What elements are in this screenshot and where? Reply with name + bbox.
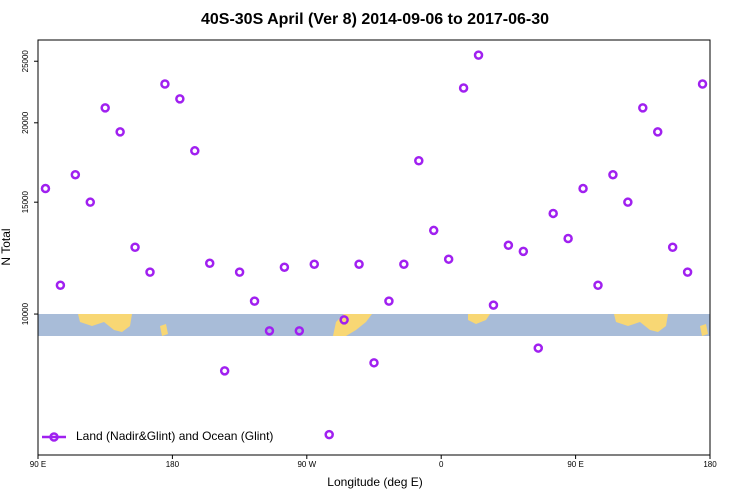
point [85, 197, 96, 207]
x-tick-label: 180 [166, 460, 180, 469]
point [115, 127, 125, 137]
point [414, 156, 424, 166]
x-axis-label: Longitude (deg E) [327, 475, 422, 489]
plot-frame [37, 39, 711, 456]
x-tick-label: 180 [703, 460, 717, 469]
map-strip [38, 314, 710, 336]
point [428, 225, 439, 236]
point [219, 366, 230, 376]
point [697, 79, 708, 89]
point [593, 280, 603, 291]
point [608, 169, 618, 180]
point [503, 240, 514, 251]
point [264, 326, 275, 336]
point [667, 242, 678, 252]
point [324, 429, 334, 440]
point [638, 103, 648, 113]
point [488, 300, 499, 310]
point [563, 233, 573, 244]
point [249, 296, 260, 306]
legend-label: Land (Nadir&Glint) and Ocean (Glint) [76, 429, 273, 443]
x-tick-label: 90 W [297, 460, 316, 469]
point [518, 246, 529, 257]
x-tick-label: 0 [439, 460, 444, 469]
point [384, 296, 394, 306]
point [294, 326, 305, 336]
x-tick-label: 90 E [30, 460, 46, 469]
y-tick-label: 10000 [21, 302, 30, 325]
point [458, 83, 469, 93]
point [548, 208, 558, 219]
y-tick-label: 25000 [21, 50, 30, 73]
point [443, 254, 454, 264]
point [55, 280, 66, 291]
point [40, 183, 51, 194]
point [204, 258, 215, 269]
point [190, 146, 200, 156]
point [578, 183, 588, 194]
point [652, 127, 663, 137]
y-tick-label: 15000 [21, 191, 30, 214]
point [175, 94, 185, 104]
legend-marker [49, 432, 59, 442]
point [473, 50, 484, 60]
point [234, 267, 245, 277]
point [100, 103, 110, 113]
point [279, 262, 290, 272]
point [623, 197, 633, 207]
point [339, 315, 349, 325]
point [533, 343, 544, 353]
point [309, 259, 320, 269]
y-axis-label: N Total [0, 228, 13, 265]
point [160, 79, 170, 89]
point [130, 242, 140, 252]
point [399, 259, 409, 269]
y-tick-label: 20000 [21, 111, 30, 134]
point [145, 267, 155, 277]
chart-title: 40S-30S April (Ver 8) 2014-09-06 to 2017… [201, 11, 549, 28]
point [70, 169, 81, 180]
point [369, 358, 379, 368]
x-tick-label: 90 E [567, 460, 583, 469]
point [682, 267, 693, 277]
point [354, 259, 364, 269]
